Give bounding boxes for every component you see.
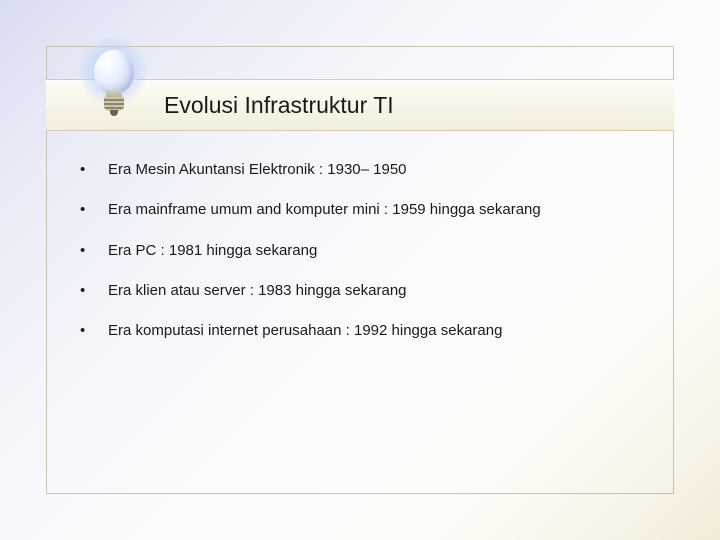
bullet-icon: •	[80, 321, 108, 341]
list-item: • Era Mesin Akuntansi Elektronik : 1930–…	[80, 160, 660, 180]
list-item: • Era komputasi internet perusahaan : 19…	[80, 321, 660, 341]
bullet-text: Era mainframe umum and komputer mini : 1…	[108, 200, 660, 220]
list-item: • Era PC : 1981 hingga sekarang	[80, 241, 660, 261]
bullet-icon: •	[80, 281, 108, 301]
bullet-icon: •	[80, 160, 108, 180]
content-area: • Era Mesin Akuntansi Elektronik : 1930–…	[80, 160, 660, 361]
list-item: • Era mainframe umum and komputer mini :…	[80, 200, 660, 220]
slide-title: Evolusi Infrastruktur TI	[164, 92, 394, 119]
lightbulb-icon	[56, 32, 166, 132]
bullet-icon: •	[80, 241, 108, 261]
bullet-text: Era Mesin Akuntansi Elektronik : 1930– 1…	[108, 160, 660, 180]
bullet-text: Era komputasi internet perusahaan : 1992…	[108, 321, 660, 341]
bullet-text: Era klien atau server : 1983 hingga seka…	[108, 281, 660, 301]
bullet-text: Era PC : 1981 hingga sekarang	[108, 241, 660, 261]
list-item: • Era klien atau server : 1983 hingga se…	[80, 281, 660, 301]
bullet-icon: •	[80, 200, 108, 220]
